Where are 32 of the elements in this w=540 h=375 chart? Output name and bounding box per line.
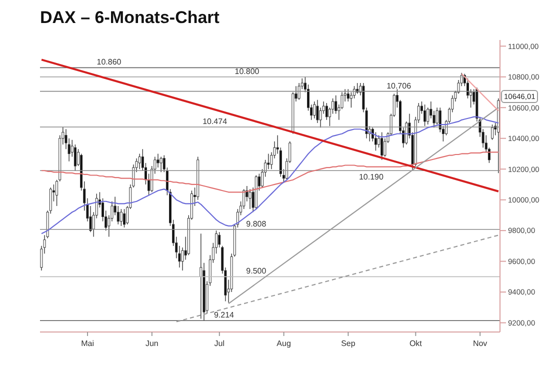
x-tick-label: Mai [81, 339, 94, 348]
x-tick-label: Aug [276, 339, 291, 348]
candlestick [424, 104, 426, 126]
ref-line-label: 10.474 [202, 116, 228, 126]
candlestick [316, 100, 319, 124]
candlestick [313, 101, 316, 119]
ref-line-label: 9.808 [246, 219, 267, 228]
ref-line-label: 10.860 [96, 58, 122, 67]
candlestick [138, 153, 141, 170]
x-tick-label: Nov [472, 339, 488, 348]
candlestick [267, 153, 270, 170]
ref-line-label: 10.800 [234, 66, 260, 76]
candlestick [200, 233, 202, 320]
ref-line-label: 9.500 [246, 266, 267, 276]
candlestick [248, 188, 252, 210]
candlestick [491, 124, 494, 140]
chart-title: DAX – 6-Monats-Chart [40, 8, 220, 28]
candlestick [156, 153, 160, 168]
ref-line-label: 9.214 [214, 310, 235, 320]
candlestick [120, 208, 122, 226]
ref-line-label: 10.706 [386, 81, 412, 90]
candlestick [160, 156, 162, 173]
x-tick-label: Sep [341, 339, 356, 348]
x-tick-label: Jul [214, 339, 225, 348]
candlestick [380, 132, 384, 160]
candlestick [74, 144, 76, 171]
candlestick [374, 132, 377, 152]
candlestick [123, 208, 126, 228]
ref-line-label: 10.190 [358, 172, 384, 182]
x-tick-label: Jun [145, 339, 158, 348]
x-tick-label: Okt [409, 339, 423, 348]
candlestick [298, 82, 300, 100]
